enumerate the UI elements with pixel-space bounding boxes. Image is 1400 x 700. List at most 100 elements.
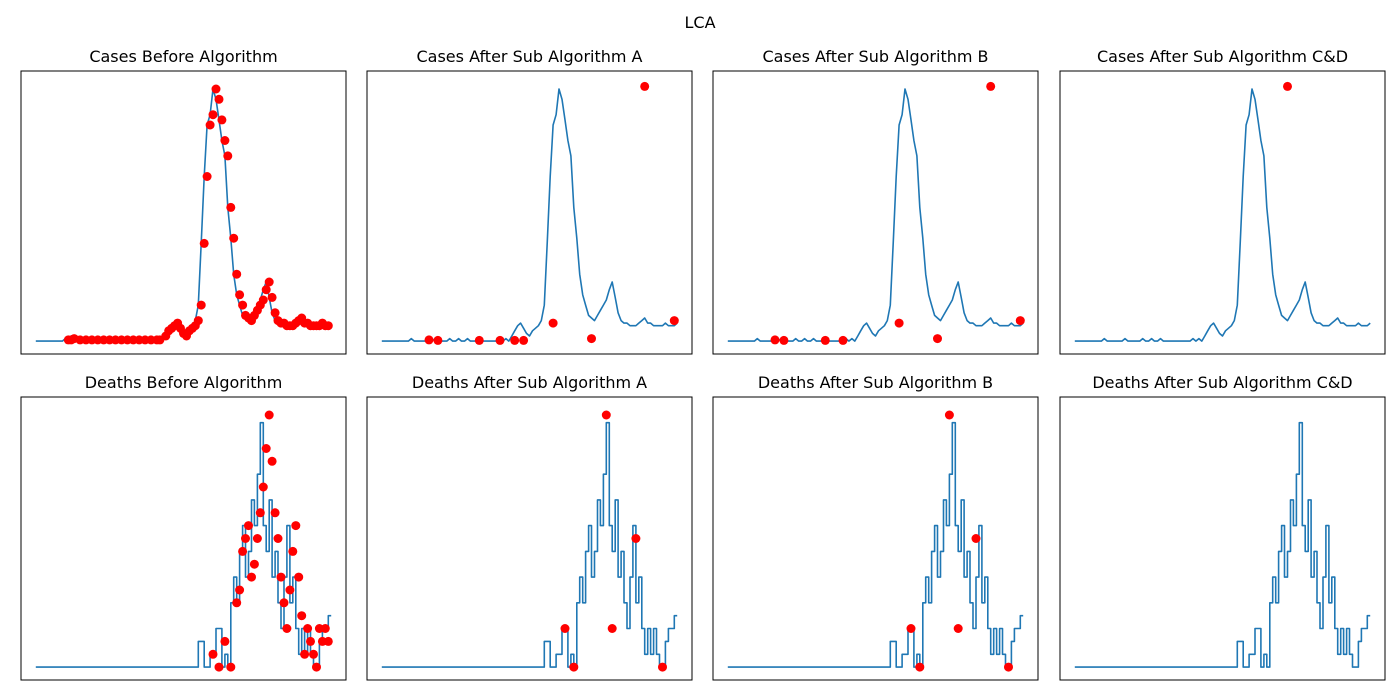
marker-point — [779, 335, 789, 345]
marker-point — [510, 335, 520, 345]
marker-point — [607, 624, 617, 633]
marker-point — [309, 649, 318, 659]
series-line — [1074, 88, 1371, 342]
marker-point — [199, 238, 209, 248]
marker-point — [249, 559, 259, 569]
series-line — [35, 88, 332, 342]
subplot-2: Cases After Sub Algorithm A — [366, 47, 693, 355]
figure-suptitle: LCA — [684, 13, 715, 32]
subplot-title: Deaths After Sub Algorithm C&D — [1092, 373, 1352, 392]
marker-point — [323, 321, 333, 331]
axes-frame — [712, 70, 1039, 355]
marker-point — [252, 534, 262, 543]
marker-point — [288, 546, 298, 556]
marker-point — [273, 534, 283, 543]
subplot-title: Deaths Before Algorithm — [85, 373, 283, 392]
marker-point — [495, 335, 505, 345]
marker-point — [569, 662, 579, 672]
marker-point — [244, 521, 253, 531]
subplot-title: Cases After Sub Algorithm B — [762, 47, 988, 66]
marker-point — [232, 269, 242, 279]
marker-point — [587, 334, 596, 344]
marker-point — [915, 662, 925, 672]
marker-point — [601, 410, 611, 420]
subplot-1: Cases Before Algorithm — [20, 47, 347, 355]
marker-point — [238, 546, 248, 556]
marker-point — [658, 662, 667, 672]
marker-point — [247, 572, 256, 582]
subplot-6: Deaths After Sub Algorithm A — [366, 373, 693, 681]
subplot-title: Deaths After Sub Algorithm B — [758, 373, 993, 392]
marker-point — [560, 624, 570, 633]
marker-point — [214, 662, 224, 672]
marker-point — [220, 636, 230, 646]
marker-point — [270, 308, 280, 318]
marker-point — [255, 508, 265, 518]
series-line — [381, 88, 678, 342]
marker-point — [548, 318, 558, 328]
axes-frame — [1059, 396, 1386, 681]
marker-point — [208, 649, 218, 659]
marker-point — [267, 456, 277, 466]
subplot-3: Cases After Sub Algorithm B — [712, 47, 1039, 355]
axes-frame — [1059, 70, 1386, 355]
axes-frame — [712, 396, 1039, 681]
subplot-7: Deaths After Sub Algorithm B — [712, 373, 1039, 681]
marker-point — [953, 624, 963, 633]
marker-point — [196, 300, 206, 310]
marker-point — [232, 598, 242, 608]
axes-frame — [366, 396, 693, 681]
marker-point — [241, 534, 250, 543]
marker-point — [282, 624, 292, 633]
marker-point — [291, 521, 301, 531]
marker-point — [1004, 662, 1013, 672]
marker-point — [906, 624, 916, 633]
marker-point — [261, 444, 271, 453]
marker-point — [294, 572, 304, 582]
marker-point — [474, 335, 484, 345]
marker-point — [1283, 81, 1292, 91]
marker-point — [214, 94, 224, 104]
marker-point — [312, 662, 321, 672]
marker-point — [258, 295, 268, 305]
marker-point — [631, 534, 641, 543]
marker-point — [323, 636, 333, 646]
marker-point — [770, 335, 780, 345]
marker-point — [820, 335, 830, 345]
subplot-title: Cases Before Algorithm — [89, 47, 277, 66]
marker-point — [264, 277, 274, 287]
marker-point — [270, 508, 280, 518]
marker-point — [640, 81, 650, 91]
marker-point — [944, 410, 954, 420]
marker-point — [306, 636, 315, 646]
axes-frame — [366, 70, 693, 355]
marker-point — [669, 316, 679, 326]
subplot-title: Deaths After Sub Algorithm A — [412, 373, 647, 392]
marker-point — [285, 585, 295, 595]
marker-point — [211, 84, 221, 94]
marker-point — [229, 233, 239, 243]
marker-point — [258, 482, 268, 492]
marker-point — [986, 81, 996, 91]
marker-point — [838, 335, 848, 345]
marker-point — [320, 624, 330, 633]
marker-point — [297, 611, 307, 621]
marker-point — [205, 120, 215, 130]
marker-point — [217, 115, 227, 125]
series-line — [381, 421, 678, 668]
subplot-4: Cases After Sub Algorithm C&D — [1059, 47, 1386, 355]
marker-point — [276, 572, 286, 582]
marker-point — [279, 598, 289, 608]
marker-point — [226, 662, 236, 672]
marker-point — [202, 172, 212, 181]
marker-point — [1015, 316, 1025, 326]
panels: Cases Before Algorithm Cases After Sub Al… — [20, 47, 1386, 681]
subplot-5: Deaths Before Algorithm — [20, 373, 347, 681]
marker-point — [193, 316, 203, 326]
marker-point — [223, 151, 233, 161]
subplot-title: Cases After Sub Algorithm A — [416, 47, 642, 66]
subplot-8: Deaths After Sub Algorithm C&D — [1059, 373, 1386, 681]
marker-point — [235, 585, 245, 595]
marker-point — [933, 334, 942, 344]
